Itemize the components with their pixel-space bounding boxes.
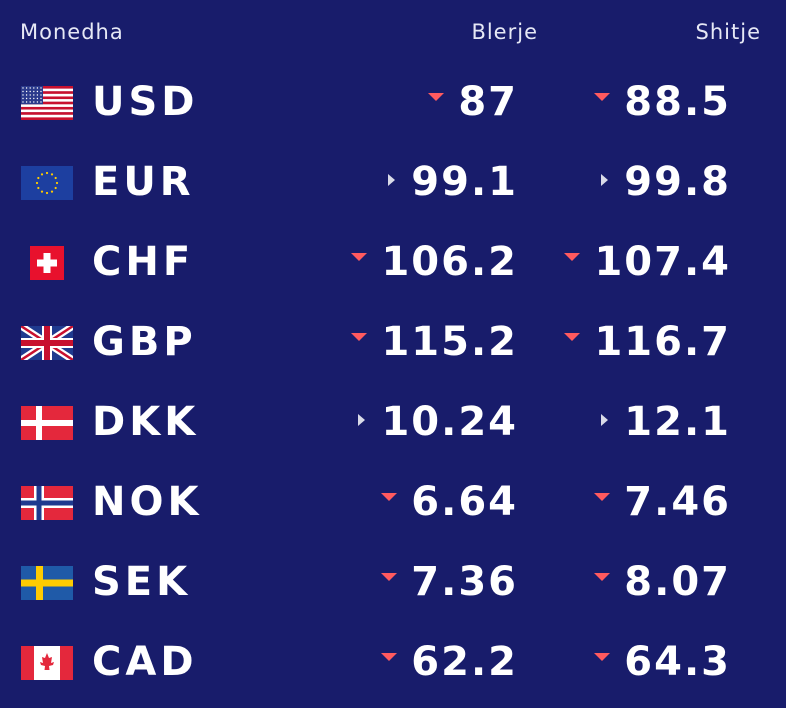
trend-down-icon [381,653,398,661]
buy-rate: 7.36 [381,558,518,606]
no-flag-icon [21,486,73,520]
buy-rate-value: 99.1 [411,159,518,205]
buy-rate-value: 87 [458,79,518,125]
buy-rate-value: 62.2 [411,639,518,685]
trend-down-icon [381,493,398,501]
buy-rate-value: 7.36 [411,559,518,605]
rate-row-sek: SEK 7.36 8.07 [0,542,786,622]
sell-rate: 88.5 [594,78,731,126]
trend-down-icon [564,333,581,341]
trend-down-icon [594,493,611,501]
trend-down-icon [594,653,611,661]
rate-row-dkk: DKK 10.24 12.1 [0,382,786,462]
buy-rate: 99.1 [388,158,518,206]
currency-code: NOK [92,479,203,525]
sell-rate: 107.4 [564,238,731,286]
buy-rate: 106.2 [351,238,518,286]
buy-rate: 62.2 [381,638,518,686]
sell-rate: 116.7 [564,318,731,366]
sell-rate-value: 12.1 [624,399,731,445]
sell-rate-value: 99.8 [624,159,731,205]
sell-rate-value: 64.3 [624,639,731,685]
trend-flat-icon [601,174,609,186]
buy-rate: 115.2 [351,318,518,366]
sell-rate: 99.8 [601,158,731,206]
sell-rate: 8.07 [594,558,731,606]
sell-rate-value: 88.5 [624,79,731,125]
currency-code: SEK [92,559,192,605]
eu-flag-icon [21,166,73,200]
buy-rate-value: 115.2 [381,319,518,365]
trend-down-icon [594,93,611,101]
trend-down-icon [428,93,445,101]
sell-rate: 64.3 [594,638,731,686]
currency-code: USD [92,79,199,125]
us-flag-icon [21,86,73,120]
currency-code: EUR [92,159,195,205]
buy-rate: 87 [428,78,518,126]
rate-row-eur: EUR 99.1 99.8 [0,142,786,222]
currency-column-header: Monedha [20,20,124,44]
sell-rate-value: 8.07 [624,559,731,605]
gb-flag-icon [21,326,73,360]
sell-rate: 7.46 [594,478,731,526]
ch-flag-icon [21,246,73,280]
trend-flat-icon [388,174,396,186]
trend-down-icon [351,253,368,261]
sell-rate-value: 7.46 [624,479,731,525]
buy-rate: 10.24 [358,398,518,446]
table-header: Monedha Blerje Shitje [0,20,786,48]
buy-rate-value: 10.24 [381,399,518,445]
trend-flat-icon [358,414,366,426]
currency-code: CHF [92,239,195,285]
trend-down-icon [594,573,611,581]
sell-rate: 12.1 [601,398,731,446]
trend-down-icon [564,253,581,261]
trend-flat-icon [601,414,609,426]
rate-row-nok: NOK 6.64 7.46 [0,462,786,542]
buy-rate: 6.64 [381,478,518,526]
ca-flag-icon [21,646,73,680]
currency-code: GBP [92,319,197,365]
buy-rate-value: 106.2 [381,239,518,285]
buy-rate-value: 6.64 [411,479,518,525]
trend-down-icon [351,333,368,341]
sell-rate-value: 116.7 [594,319,731,365]
buy-column-header: Blerje [471,20,538,44]
dk-flag-icon [21,406,73,440]
sell-rate-value: 107.4 [594,239,731,285]
currency-code: CAD [92,639,198,685]
se-flag-icon [21,566,73,600]
sell-column-header: Shitje [695,20,761,44]
currency-code: DKK [92,399,200,445]
rate-row-cad: CAD 62.2 64.3 [0,622,786,702]
rate-row-gbp: GBP 115.2 116.7 [0,302,786,382]
trend-down-icon [381,573,398,581]
rate-row-chf: CHF 106.2 107.4 [0,222,786,302]
rate-row-usd: USD 87 88.5 [0,62,786,142]
